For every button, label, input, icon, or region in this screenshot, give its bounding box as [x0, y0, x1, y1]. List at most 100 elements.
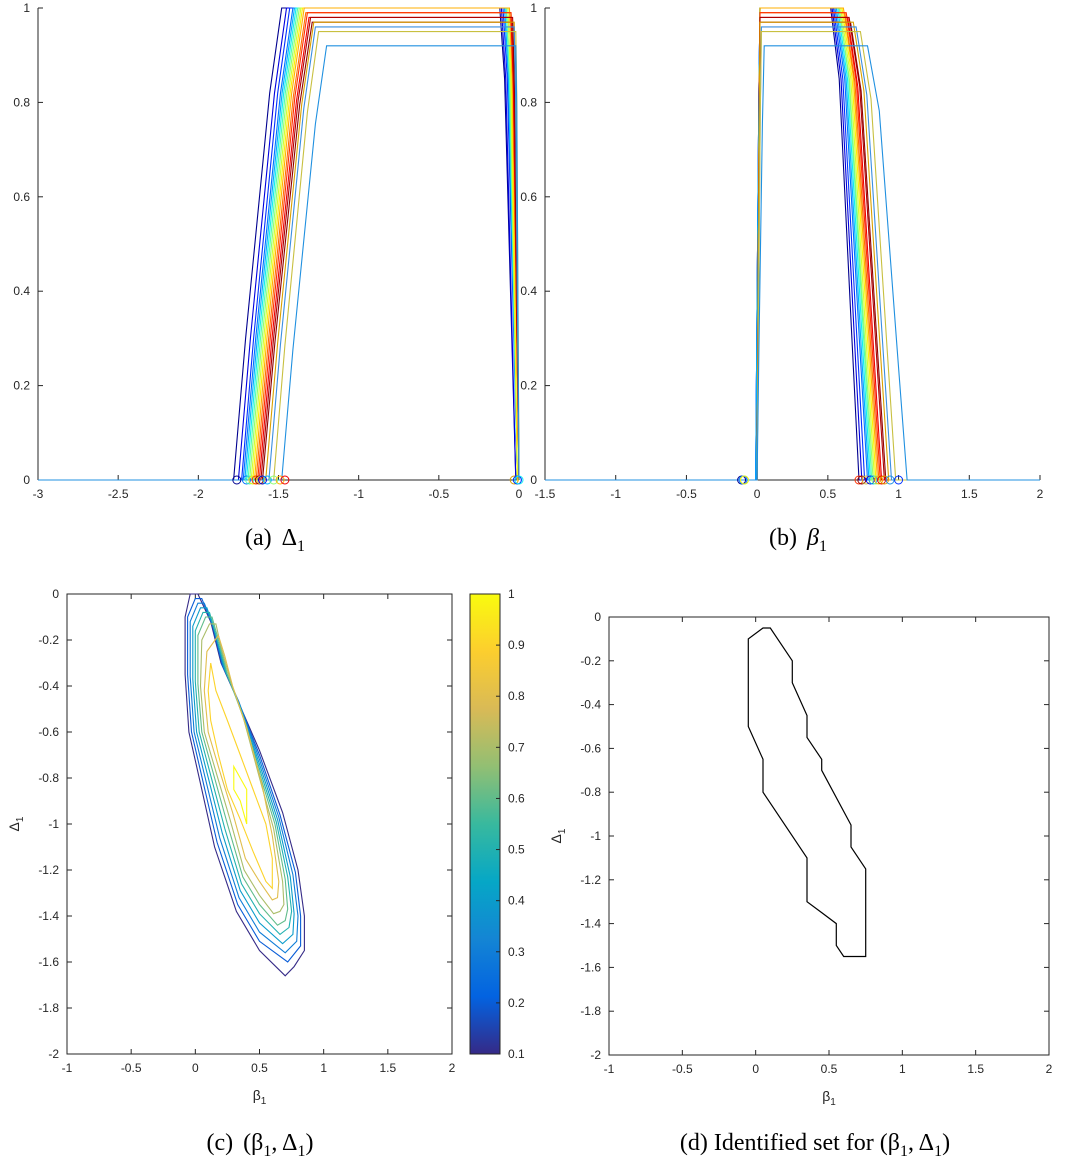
y-tick-label: -0.4 [38, 679, 59, 693]
endpoint-marker [509, 475, 519, 485]
contour-line [187, 598, 302, 963]
contour-line [194, 611, 293, 936]
x-tick-label: -0.5 [672, 1062, 693, 1076]
y-tick-label: -1.2 [580, 873, 601, 887]
y-tick-label: -1.8 [38, 1001, 59, 1015]
series-line [545, 12, 1040, 481]
y-tick-label: -0.6 [580, 741, 601, 755]
x-tick-label: 0 [754, 487, 761, 501]
colorbar-tick-label: 0.8 [508, 689, 525, 703]
series-line [545, 7, 1040, 481]
y-tick-label: 0.6 [520, 190, 537, 204]
y-tick-label: 0.4 [520, 284, 537, 298]
caption-c: (c) (β1, Δ1) [207, 1130, 314, 1160]
x-tick-label: 0 [752, 1062, 759, 1076]
x-tick-label: 2 [1046, 1062, 1053, 1076]
x-tick-label: 1.5 [379, 1061, 396, 1075]
series-line [545, 7, 1040, 481]
series-line [545, 7, 1040, 481]
y-tick-label: 0.2 [13, 379, 30, 393]
colorbar-tick-label: 0.9 [508, 638, 525, 652]
y-tick-label: -0.2 [580, 654, 601, 668]
panel-b-line-chart: -1.5 -1 -0.5 0 0.5 1 1.5 2 0 0.2 0.4 0.6 0.8 1 [520, 1, 1043, 501]
x-tick-label: -1 [604, 1062, 615, 1076]
colorbar [469, 593, 501, 1055]
endpoint-marker [854, 475, 864, 485]
endpoint-marker [861, 475, 871, 485]
y-tick-label: 0 [530, 473, 537, 487]
series-line [545, 7, 1040, 481]
y-tick-label: -0.8 [38, 771, 59, 785]
y-tick-label: 0 [23, 473, 30, 487]
x-tick-label: 1.5 [961, 487, 978, 501]
y-tick-label: -1.4 [38, 909, 59, 923]
series-line [545, 7, 1040, 481]
y-tick-label: -1 [48, 817, 59, 831]
y-tick-label: -1.8 [580, 1004, 601, 1018]
caption-d: (d) Identified set for (β1, Δ1) [680, 1130, 950, 1160]
series-line [545, 16, 1040, 481]
endpoint-marker [245, 475, 255, 485]
endpoint-marker [269, 475, 279, 485]
x-tick-label: -1 [610, 487, 621, 501]
x-tick-label: 0.5 [820, 487, 837, 501]
series-line [545, 45, 1040, 481]
y-tick-label: -0.4 [580, 698, 601, 712]
y-tick-label: 0 [52, 587, 59, 601]
y-tick-label: 0.4 [13, 284, 30, 298]
series-line [545, 7, 1040, 481]
y-tick-label: -1.4 [580, 917, 601, 931]
contour-line [199, 623, 285, 915]
x-tick-label: -1.5 [268, 487, 289, 501]
contour-line [189, 602, 299, 954]
colorbar-tick-label: 1 [508, 587, 515, 601]
axes-box [608, 616, 1050, 1056]
series-line [545, 26, 1040, 481]
x-tick-label: 1 [899, 1062, 906, 1076]
contour-line [203, 634, 280, 901]
colorbar-tick-label: 0.7 [508, 740, 525, 754]
series-line [545, 21, 1040, 481]
y-axis-title: Δ1 [548, 828, 568, 843]
x-tick-label: -1 [62, 1061, 73, 1075]
series-line [38, 16, 520, 481]
endpoint-marker [241, 475, 251, 485]
endpoint-marker [280, 475, 290, 485]
endpoint-marker [514, 475, 524, 485]
series-line [545, 7, 1040, 481]
series-line [545, 12, 1040, 481]
x-axis-title: β1 [822, 1088, 836, 1108]
y-tick-label: 0 [594, 610, 601, 624]
identified-set-boundary [747, 627, 867, 958]
endpoint-marker [257, 475, 267, 485]
x-tick-label: 1 [895, 487, 902, 501]
x-tick-label: -3 [33, 487, 44, 501]
x-tick-label: -1.5 [535, 487, 556, 501]
x-tick-label: 2 [1037, 487, 1044, 501]
series-line [545, 21, 1040, 481]
contour-line [207, 662, 273, 890]
series-line [545, 7, 1040, 481]
endpoint-marker [275, 475, 285, 485]
colorbar-tick-label: 0.1 [508, 1047, 525, 1061]
colorbar-tick-label: 0.2 [508, 996, 525, 1010]
x-tick-label: -0.5 [121, 1061, 142, 1075]
y-tick-label: 0.2 [520, 379, 537, 393]
x-tick-label: -0.5 [676, 487, 697, 501]
y-tick-label: -2 [48, 1047, 59, 1061]
x-tick-label: -0.5 [428, 487, 449, 501]
x-tick-label: -1 [353, 487, 364, 501]
colorbar-tick-label: 0.6 [508, 791, 525, 805]
y-tick-label: -1 [590, 829, 601, 843]
series-line [38, 21, 520, 481]
endpoint-marker [232, 475, 242, 485]
series-line [38, 45, 520, 481]
x-axis-title: β1 [253, 1087, 267, 1107]
x-tick-label: 1 [320, 1061, 327, 1075]
y-tick-label: -2 [590, 1048, 601, 1062]
series-line [38, 26, 520, 481]
series-line [545, 31, 1040, 481]
x-tick-label: 1.5 [967, 1062, 984, 1076]
x-tick-label: -2.5 [108, 487, 129, 501]
y-axis-title: Δ1 [6, 816, 26, 831]
